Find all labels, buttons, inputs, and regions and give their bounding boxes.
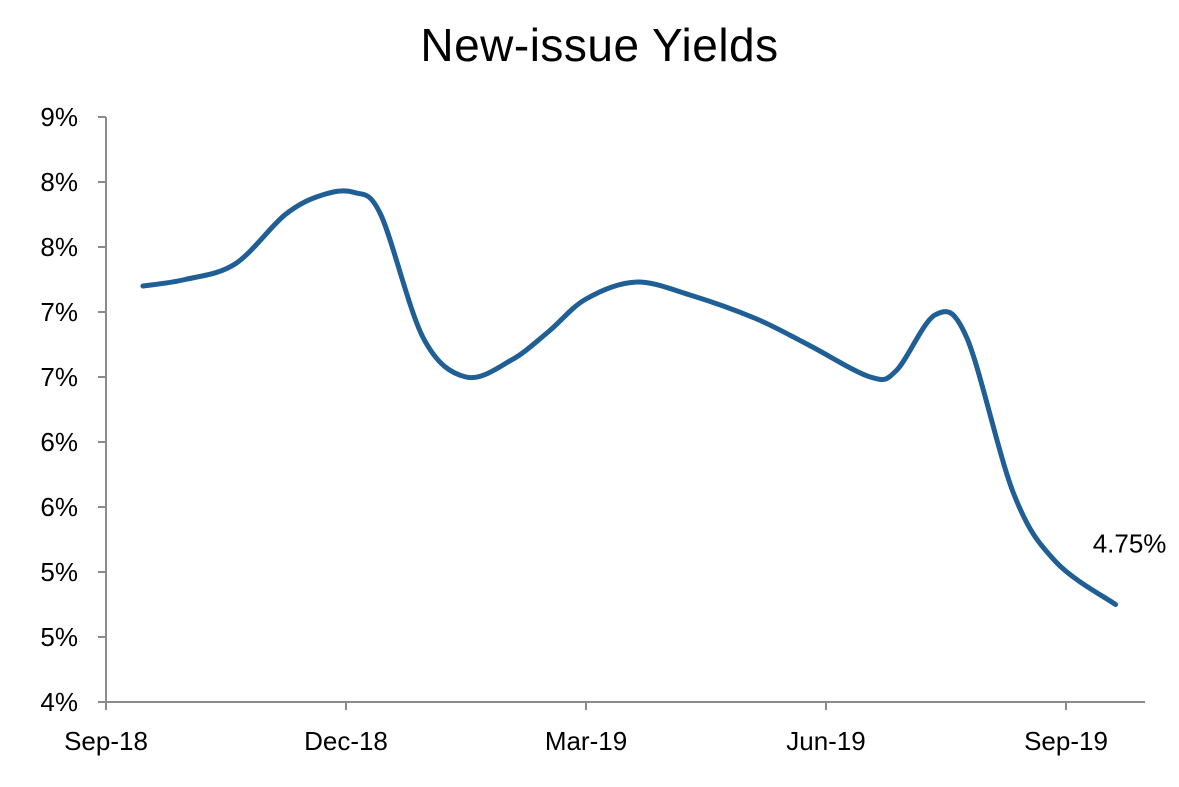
tick-labels: 4% 5% 5% 6% 6% 7% 7% 8% 8% 9% Sep-18 Dec-18 Mar-19 Ju…	[40, 102, 1108, 756]
y-tick-label: 5%	[40, 622, 78, 652]
chart-title: New-issue Yields	[420, 19, 779, 71]
x-tick-label: Sep-19	[1024, 726, 1108, 756]
x-tick-label: Dec-18	[304, 726, 388, 756]
x-tick-label: Jun-19	[786, 726, 866, 756]
y-tick-label: 9%	[40, 102, 78, 132]
y-tick-label: 7%	[40, 362, 78, 392]
y-tick-label: 6%	[40, 492, 78, 522]
x-tick-label: Mar-19	[545, 726, 627, 756]
series-line-yield	[140, 188, 1119, 607]
y-tick-label: 8%	[40, 167, 78, 197]
y-tick-label: 7%	[40, 297, 78, 327]
axes	[98, 116, 1145, 710]
data-labels: 4.75%	[1093, 529, 1167, 559]
y-tick-label: 8%	[40, 232, 78, 262]
y-tick-label: 5%	[40, 557, 78, 587]
y-tick-label: 4%	[40, 687, 78, 717]
x-tick-label: Sep-18	[64, 726, 148, 756]
series	[140, 188, 1119, 607]
y-tick-label: 6%	[40, 427, 78, 457]
data-label-last-value: 4.75%	[1093, 529, 1167, 559]
